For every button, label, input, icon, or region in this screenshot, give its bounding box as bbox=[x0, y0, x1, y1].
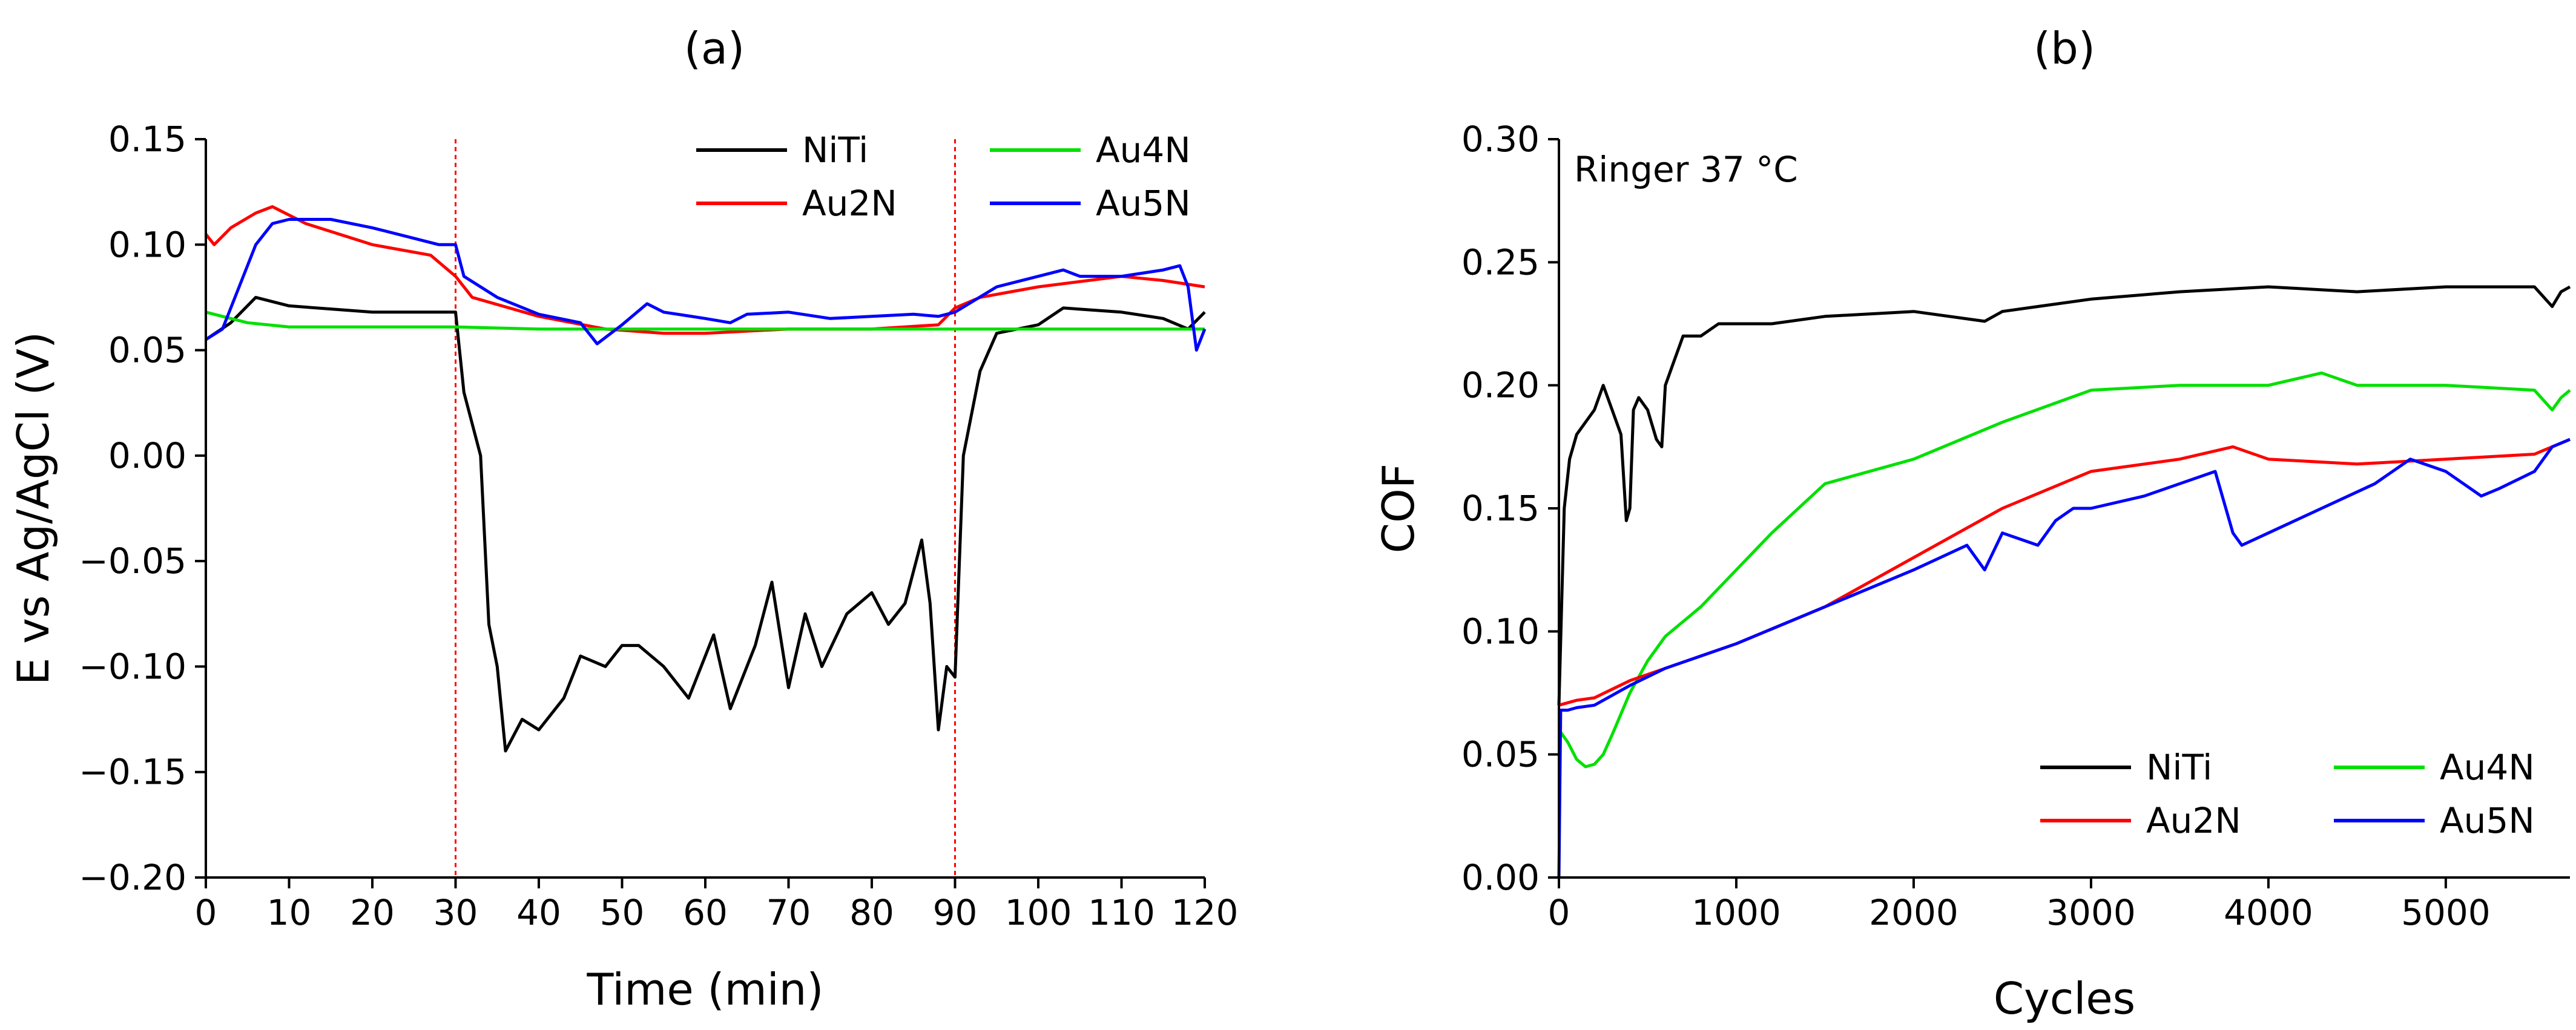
chart-b-x-tick-label: 3000 bbox=[2046, 892, 2136, 933]
chart-b-series-niti bbox=[1557, 285, 2571, 706]
chart-b-x-tick-label: 4000 bbox=[2224, 892, 2313, 933]
chart-b-series-au2n bbox=[1558, 438, 2571, 707]
chart-a-x-tick-label: 70 bbox=[766, 892, 811, 933]
chart-a-x-tick-label: 20 bbox=[350, 892, 395, 933]
chart-b-y-tick-label: 0.05 bbox=[1461, 734, 1540, 775]
chart-b-x-axis-label: Cycles bbox=[1994, 973, 2135, 1024]
chart-b-legend: NiTi Au2N Au4N Au5N bbox=[2040, 747, 2535, 841]
chart-a-x-tick-label: 60 bbox=[683, 892, 728, 933]
chart-b-legend-label-au2n: Au2N bbox=[2146, 800, 2241, 841]
chart-a-x-tick-label: 40 bbox=[516, 892, 561, 933]
chart-b-y-tick-label: 0.20 bbox=[1461, 365, 1540, 406]
chart-b-x-tick-label: 2000 bbox=[1869, 892, 1958, 933]
chart-a-y-tick-label: −0.20 bbox=[79, 857, 186, 898]
chart-b-y-axis-label: COF bbox=[1373, 464, 1424, 553]
chart-b-y-tick-label: 0.15 bbox=[1461, 488, 1540, 529]
chart-a-legend-label-au5n: Au5N bbox=[1096, 183, 1191, 224]
chart-b-x-tick-label: 0 bbox=[1548, 892, 1570, 933]
chart-a-y-tick-label: 0.10 bbox=[108, 224, 186, 265]
chart-a-x-axis-label: Time (min) bbox=[586, 964, 823, 1015]
chart-a-y-tick-label: 0.15 bbox=[108, 119, 186, 160]
chart-b-y-tick-label: 0.10 bbox=[1461, 611, 1540, 652]
chart-b-series-au4n bbox=[1557, 371, 2571, 769]
chart-b-y-tick-label: 0.00 bbox=[1461, 857, 1540, 898]
chart-a-series-au4n bbox=[205, 310, 1205, 331]
chart-a-y-tick-label: 0.00 bbox=[108, 435, 186, 476]
chart-a-y-axis-label: E vs Ag/AgCl (V) bbox=[8, 332, 59, 685]
chart-a-legend: NiTi Au2N Au4N Au5N bbox=[696, 130, 1191, 224]
chart-b-y-tick-label: 0.25 bbox=[1461, 241, 1540, 283]
chart-a-y-tick-label: 0.05 bbox=[108, 330, 186, 371]
chart-b: 0 1000 2000 3000 4000 5000 0.00 0.05 0.10 0.15 0.2… bbox=[1373, 119, 2571, 1024]
panel-b-label: (b) bbox=[2034, 23, 2095, 74]
chart-a-legend-label-au4n: Au4N bbox=[1096, 130, 1191, 171]
chart-b-series-au5n bbox=[1557, 438, 2571, 878]
chart-a-legend-label-au2n: Au2N bbox=[802, 183, 897, 224]
chart-a: 0 10 20 30 40 50 60 70 80 90 100 110 120 −0.20 −0.15 −0… bbox=[8, 119, 1238, 1015]
chart-a-x-tick-label: 50 bbox=[600, 892, 645, 933]
chart-a-x-tick-label: 10 bbox=[267, 892, 312, 933]
chart-a-x-tick-label: 100 bbox=[1005, 892, 1072, 933]
chart-a-series-niti bbox=[205, 295, 1206, 753]
chart-b-y-tick-label: 0.30 bbox=[1461, 119, 1540, 160]
chart-b-legend-label-au4n: Au4N bbox=[2440, 747, 2535, 788]
panel-a-label: (a) bbox=[684, 23, 745, 74]
chart-b-legend-label-niti: NiTi bbox=[2146, 747, 2212, 788]
chart-a-x-tick-label: 0 bbox=[195, 892, 217, 933]
chart-a-x-tick-label: 120 bbox=[1171, 892, 1239, 933]
chart-b-x-tick-label: 1000 bbox=[1692, 892, 1781, 933]
chart-a-series-au5n bbox=[205, 218, 1207, 352]
chart-b-x-tick-label: 5000 bbox=[2401, 892, 2491, 933]
chart-a-y-tick-label: −0.10 bbox=[79, 646, 186, 687]
chart-a-y-tick-label: −0.05 bbox=[79, 540, 186, 582]
chart-a-y-tick-label: −0.15 bbox=[79, 752, 186, 793]
chart-b-annotation: Ringer 37 °C bbox=[1574, 149, 1798, 190]
chart-a-x-tick-label: 30 bbox=[433, 892, 478, 933]
chart-b-legend-label-au5n: Au5N bbox=[2440, 800, 2535, 841]
chart-a-x-tick-label: 110 bbox=[1088, 892, 1155, 933]
chart-a-legend-label-niti: NiTi bbox=[802, 130, 868, 171]
chart-a-x-tick-label: 80 bbox=[849, 892, 894, 933]
chart-a-x-tick-label: 90 bbox=[933, 892, 978, 933]
